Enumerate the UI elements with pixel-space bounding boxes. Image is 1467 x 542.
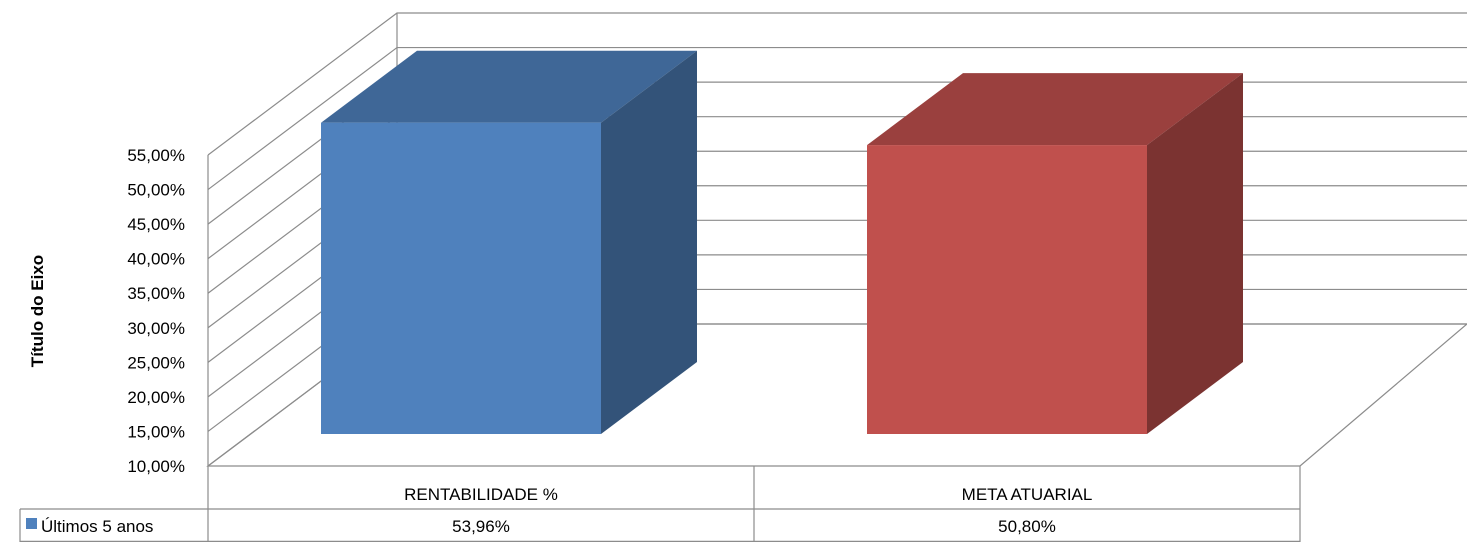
bars — [321, 50, 1243, 434]
x-category-label: META ATUARIAL — [962, 485, 1093, 504]
data-table: RENTABILIDADE % 53,96% META ATUARIAL 50,80%… — [19, 466, 1301, 542]
gridline — [207, 46, 1467, 191]
y-tick-label: 55,00% — [127, 146, 185, 165]
bar-side-face — [601, 50, 697, 434]
y-tick-label: 15,00% — [127, 422, 185, 441]
y-tick-label: 10,00% — [127, 457, 185, 476]
y-tick-label: 40,00% — [127, 250, 185, 269]
legend-swatch — [26, 518, 37, 529]
x-category-label: RENTABILIDADE % — [404, 485, 558, 504]
bar-side-face — [1147, 73, 1243, 434]
legend-series-name: Últimos 5 anos — [41, 517, 153, 536]
bar — [321, 50, 697, 434]
bar-top-face — [867, 73, 1243, 146]
y-tick-label: 25,00% — [127, 353, 185, 372]
bar — [867, 73, 1243, 434]
y-tick-labels: 10,00% 15,00% 20,00% 25,00% 30,00% 35,00% 40,0… — [127, 146, 185, 476]
bar-top-face — [321, 50, 697, 123]
data-table-value: 50,80% — [998, 517, 1056, 536]
y-tick-label: 45,00% — [127, 215, 185, 234]
y-axis-title: Título do Eixo — [28, 255, 47, 367]
bar-front-face — [867, 145, 1147, 434]
y-tick-label: 50,00% — [127, 181, 185, 200]
data-table-value: 53,96% — [452, 517, 510, 536]
y-tick-label: 35,00% — [127, 284, 185, 303]
gridline — [207, 12, 1467, 156]
y-tick-label: 20,00% — [127, 388, 185, 407]
bar-front-face — [321, 122, 601, 434]
y-tick-label: 30,00% — [127, 319, 185, 338]
